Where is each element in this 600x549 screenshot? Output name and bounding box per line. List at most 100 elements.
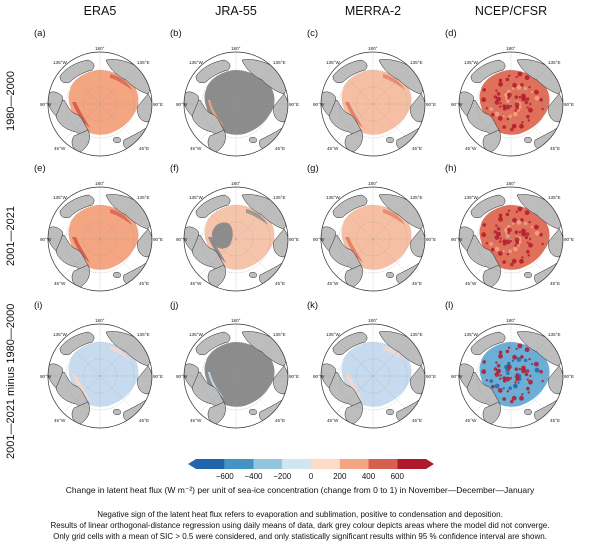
flux-cell: [505, 97, 508, 100]
flux-cell: [528, 107, 533, 113]
flux-edge-band: [208, 237, 226, 263]
latitude-circle: [82, 221, 118, 257]
row-title-2001-2021: 2001—2021: [5, 206, 17, 266]
polar-map-g: [320, 186, 426, 292]
flux-cell: [509, 399, 514, 404]
flux-field: [479, 342, 550, 407]
flux-cell: [528, 85, 531, 89]
longitude-label-right: 90°E: [289, 237, 300, 242]
flux-edge-band: [110, 74, 132, 90]
panel-label: (b): [170, 28, 182, 39]
flux-cell: [526, 106, 529, 109]
flux-cell: [489, 379, 493, 383]
flux-cell: [527, 254, 530, 257]
map-panel-h: (h) 180° 135°W 135°E 90°W 90°E 45°W 45°E: [445, 163, 575, 303]
panel-label: (d): [445, 28, 457, 39]
polar-map-d: [458, 51, 564, 157]
flux-cell: [505, 369, 508, 372]
flux-cell: [498, 350, 503, 355]
column-title-ncep-cfsr: NCEP/CFSR: [474, 4, 548, 18]
flux-cell: [524, 75, 530, 81]
flux-cell: [539, 370, 543, 374]
polar-map-i: [47, 323, 153, 429]
flux-cell: [507, 89, 511, 94]
map-boundary: [320, 323, 426, 429]
flux-cell: [482, 223, 486, 227]
land-mass: [524, 271, 532, 279]
flux-cell: [502, 387, 505, 390]
map-panel-e: (e) 180° 135°W 135°E 90°W 90°E 45°W 45°E: [34, 163, 164, 303]
flux-cell: [506, 371, 510, 375]
longitude-label-upper-right: 135°E: [548, 195, 561, 200]
flux-cell: [502, 239, 506, 243]
polar-map-c: [320, 51, 426, 157]
longitude-label-upper-right: 135°E: [410, 332, 423, 337]
longitude-label-top: 180°: [231, 318, 241, 323]
longitude-label-left: 90°W: [451, 374, 463, 379]
flux-cell: [511, 222, 515, 225]
longitude-label-upper-left: 135°W: [189, 195, 203, 200]
flux-cell: [499, 374, 502, 377]
longitude-label-top: 180°: [368, 181, 378, 186]
longitude-label-upper-left: 135°W: [189, 332, 203, 337]
flux-edge-band: [345, 102, 363, 128]
polar-map-k: [320, 323, 426, 429]
flux-cell: [511, 123, 517, 129]
flux-cell: [513, 383, 518, 389]
flux-field: [68, 342, 139, 407]
flux-cell: [481, 369, 487, 375]
longitude-label-lower-left: 45°W: [190, 146, 202, 151]
longitude-label-upper-right: 135°E: [273, 60, 286, 65]
column-title-merra2: MERRA-2: [344, 4, 402, 18]
flux-cell: [515, 377, 519, 382]
note-regression-method: Results of linear orthogonal-distance re…: [50, 521, 550, 530]
flux-cell: [508, 386, 512, 390]
flux-cell: [514, 102, 520, 107]
map-panel-d: (d) 180° 135°W 135°E 90°W 90°E 45°W 45°E: [445, 28, 575, 168]
flux-cell: [534, 367, 540, 373]
flux-cell: [521, 96, 526, 102]
longitude-label-upper-left: 135°W: [326, 195, 340, 200]
colorbar-label: Change in latent heat flux (W m⁻²) per u…: [65, 485, 535, 495]
longitude-label-lower-right: 45°E: [139, 146, 150, 151]
flux-cell: [515, 105, 519, 110]
map-boundary: [47, 51, 153, 157]
longitude-label-lower-left: 45°W: [465, 281, 477, 286]
longitude-label-right: 90°E: [564, 374, 575, 379]
flux-cell: [495, 89, 498, 92]
map-boundary: [183, 186, 289, 292]
flux-cell: [528, 357, 531, 361]
flux-field: [204, 205, 275, 270]
panel-label: (h): [445, 163, 457, 174]
colorbar-extend-min: [188, 459, 196, 469]
flux-cell: [498, 78, 503, 83]
flux-cell: [518, 368, 522, 371]
map-boundary: [320, 51, 426, 157]
map-boundary: [183, 51, 289, 157]
flux-cell: [534, 224, 539, 230]
longitude-label-left: 90°W: [176, 102, 188, 107]
land-mass: [195, 331, 231, 355]
longitude-label-right: 90°E: [564, 102, 575, 107]
flux-cell: [482, 360, 486, 364]
colorbar-bin: [224, 459, 254, 469]
polar-map-h: [458, 186, 564, 292]
longitude-label-lower-left: 45°W: [327, 281, 339, 286]
flux-edge-band: [208, 100, 224, 126]
land-mass: [386, 271, 394, 279]
flux-cell: [530, 362, 534, 366]
flux-cell: [498, 353, 503, 359]
land-mass: [59, 331, 95, 355]
longitude-label-upper-left: 135°W: [464, 60, 478, 65]
land-mass: [249, 408, 257, 416]
colorbar-tick-label: 200: [333, 472, 347, 481]
flux-cell: [507, 96, 510, 100]
flux-cell: [527, 119, 530, 122]
flux-cell: [515, 240, 519, 245]
flux-cell: [520, 218, 524, 222]
flux-cell: [530, 90, 534, 94]
longitude-label-lower-right: 45°E: [550, 146, 561, 151]
map-panel-j: (j) 180° 135°W 135°E 90°W 90°E 45°W 45°E: [170, 300, 300, 440]
land-mass: [195, 194, 231, 218]
flux-field: [68, 70, 139, 135]
